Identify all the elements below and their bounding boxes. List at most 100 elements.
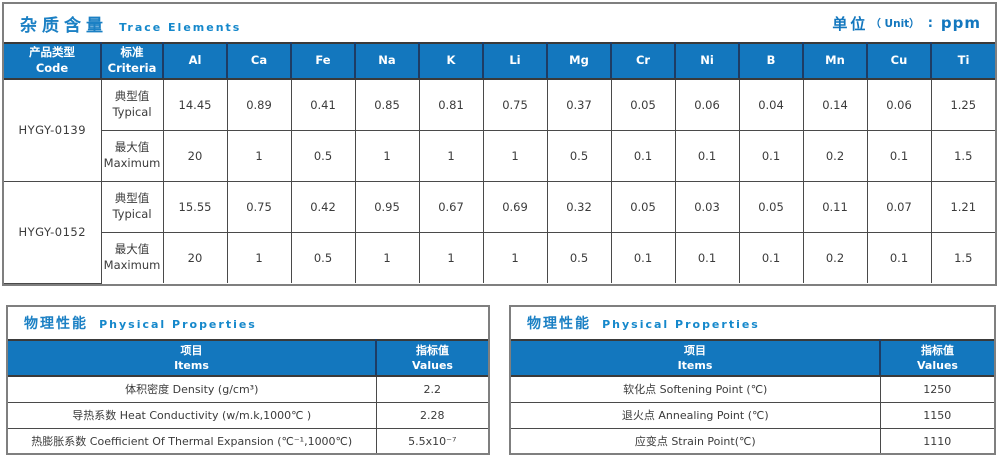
trace-value-cell: 0.05 (610, 180, 676, 233)
table-row: 导热系数 Heat Conductivity (w/m.k,1000℃ ) 2.… (8, 401, 488, 429)
physical-left-section-header: 物理性能 Physical Properties (8, 307, 488, 339)
table-row: 软化点 Softening Point (℃) 1250 (511, 375, 994, 403)
trace-value-cell: 0.04 (738, 78, 804, 131)
element-header-ti: Ti (931, 42, 995, 80)
item-cell: 导热系数 Heat Conductivity (w/m.k,1000℃ ) (8, 401, 377, 429)
trace-value-cell: 20 (162, 129, 228, 182)
column-header-items: 项目 Items (8, 339, 377, 377)
trace-value-cell: 0.1 (738, 231, 804, 283)
trace-value-cell: 1.5 (930, 129, 995, 182)
trace-value-cell: 1 (354, 231, 420, 283)
trace-value-cell: 0.37 (546, 78, 612, 131)
column-header-criteria-zh: 标准 (120, 45, 144, 60)
column-header-values-zh: 指标值 (416, 343, 449, 357)
trace-value-cell: 1 (418, 231, 484, 283)
table-row: 热膨胀系数 Coefficient Of Thermal Expansion (… (8, 427, 488, 453)
unit-value: ppm (940, 14, 981, 32)
trace-value-cell: 0.81 (418, 78, 484, 131)
unit-label-chinese: 单位 (832, 14, 869, 33)
trace-value-cell: 0.5 (290, 129, 356, 182)
product-code-cell: HYGY-0152 (4, 180, 102, 284)
criteria-label-zh: 最大值 (114, 242, 150, 257)
trace-value-cell: 0.2 (802, 231, 868, 283)
trace-value-cell: 0.06 (866, 78, 932, 131)
element-header-ni: Ni (675, 42, 740, 80)
trace-value-cell: 0.1 (610, 129, 676, 182)
trace-value-cell: 1 (418, 129, 484, 182)
table-row: 退火点 Annealing Point (℃) 1150 (511, 401, 994, 429)
trace-value-cell: 0.07 (866, 180, 932, 233)
physical-properties-left-table: 项目 Items 指标值 Values 体积密度 Density (g/cm³)… (8, 339, 488, 453)
column-header-criteria: 标准 Criteria (101, 42, 164, 80)
physical-left-section-title: 物理性能 Physical Properties (24, 313, 257, 333)
trace-row-0152-maximum: 最大值 Maximum 20 1 0.5 1 1 1 0.5 0.1 0.1 0… (4, 231, 995, 283)
trace-value-cell: 0.75 (226, 180, 292, 233)
criteria-cell: 最大值 Maximum (101, 231, 164, 283)
physical-right-section-title: 物理性能 Physical Properties (527, 313, 760, 333)
trace-value-cell: 0.95 (354, 180, 420, 233)
criteria-cell: 最大值 Maximum (101, 129, 164, 182)
trace-value-cell: 0.67 (418, 180, 484, 233)
item-cell: 体积密度 Density (g/cm³) (8, 375, 377, 403)
table-row: 体积密度 Density (g/cm³) 2.2 (8, 375, 488, 403)
column-header-product-code: 产品类型 Code (4, 42, 102, 80)
unit-indicator: 单位 （ Unit） : ppm (832, 13, 981, 34)
trace-value-cell: 1 (226, 129, 292, 182)
trace-value-cell: 1 (226, 231, 292, 283)
trace-title-chinese: 杂质含量 (20, 15, 108, 36)
element-header-li: Li (483, 42, 548, 80)
trace-value-cell: 1.25 (930, 78, 995, 131)
unit-colon: : (927, 15, 933, 31)
trace-value-cell: 0.11 (802, 180, 868, 233)
trace-row-0139-typical: HYGY-0139 典型值 Typical 14.45 0.89 0.41 0.… (4, 78, 995, 182)
criteria-label-en: Maximum (103, 257, 161, 272)
item-cell: 软化点 Softening Point (℃) (511, 375, 881, 403)
trace-row-0152-typical: HYGY-0152 典型值 Typical 15.55 0.75 0.42 0.… (4, 180, 995, 284)
element-header-ca: Ca (227, 42, 292, 80)
value-cell: 5.5x10⁻⁷ (375, 427, 488, 453)
trace-section-title: 杂质含量 Trace Elements (20, 11, 241, 36)
physical-left-title-english: Physical Properties (99, 318, 257, 331)
trace-elements-table: 产品类型 Code 标准 Criteria Al Ca Fe Na K Li M… (4, 42, 995, 284)
column-header-product-zh: 产品类型 (29, 45, 75, 60)
column-header-items-en: Items (174, 359, 209, 372)
trace-value-cell: 15.55 (162, 180, 228, 233)
column-header-items-en: Items (677, 359, 713, 372)
trace-value-cell: 1.5 (930, 231, 995, 283)
value-cell: 2.2 (375, 375, 488, 403)
column-header-values-en: Values (917, 359, 958, 372)
element-header-na: Na (355, 42, 420, 80)
value-cell: 2.28 (375, 401, 488, 429)
column-header-product-en: Code (35, 61, 69, 75)
element-header-mn: Mn (803, 42, 868, 80)
column-header-values: 指标值 Values (376, 339, 488, 377)
trace-value-cell: 0.14 (802, 78, 868, 131)
physical-properties-right-table: 项目 Items 指标值 Values 软化点 Softening Point … (511, 339, 994, 453)
criteria-label-en: Typical (112, 104, 152, 119)
trace-value-cell: 0.1 (674, 231, 740, 283)
column-header-criteria-en: Criteria (107, 61, 157, 75)
trace-value-cell: 1.21 (930, 180, 995, 233)
element-header-k: K (419, 42, 484, 80)
trace-title-english: Trace Elements (119, 20, 242, 34)
physical-right-title-chinese: 物理性能 (527, 316, 591, 332)
column-header-items: 项目 Items (511, 339, 881, 377)
physical-properties-right-section: 物理性能 Physical Properties 项目 Items 指标值 Va… (509, 305, 996, 455)
physical-right-header-row: 项目 Items 指标值 Values (511, 339, 994, 377)
criteria-label-zh: 典型值 (114, 89, 150, 104)
trace-value-cell: 0.75 (482, 78, 548, 131)
value-cell: 1150 (879, 401, 994, 429)
criteria-cell: 典型值 Typical (100, 180, 164, 233)
element-header-mg: Mg (547, 42, 612, 80)
physical-left-header-row: 项目 Items 指标值 Values (8, 339, 488, 377)
element-header-cu: Cu (867, 42, 932, 80)
element-header-fe: Fe (291, 42, 356, 80)
trace-value-cell: 0.1 (674, 129, 740, 182)
trace-value-cell: 0.69 (482, 180, 548, 233)
table-row: 应变点 Strain Point(℃) 1110 (511, 427, 994, 453)
trace-value-cell: 0.06 (674, 78, 740, 131)
column-header-values-en: Values (412, 359, 453, 372)
trace-header-row: 产品类型 Code 标准 Criteria Al Ca Fe Na K Li M… (4, 42, 995, 80)
item-cell: 退火点 Annealing Point (℃) (511, 401, 881, 429)
physical-right-section-header: 物理性能 Physical Properties (511, 307, 994, 339)
